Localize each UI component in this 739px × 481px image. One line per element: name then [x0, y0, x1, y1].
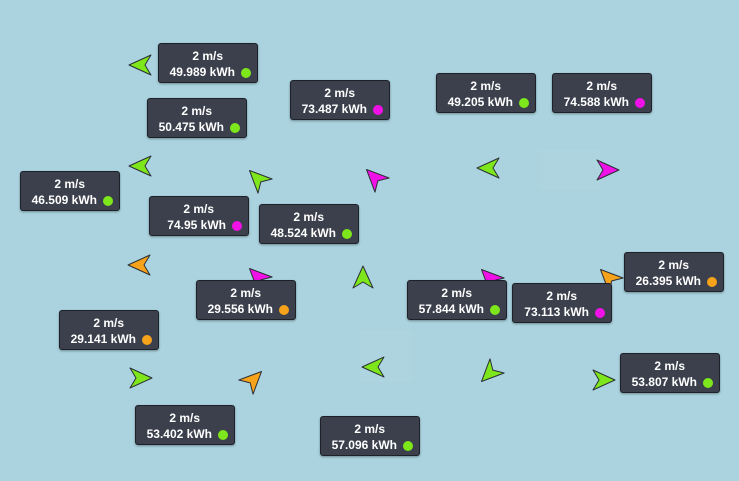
vessel-arrow-icon: [361, 356, 385, 378]
energy-value: 73.487 kWh: [301, 102, 367, 116]
vessel-arrow[interactable]: [126, 50, 156, 80]
speed-value: 2 m/s: [230, 286, 261, 300]
vessel-arrow[interactable]: [125, 363, 155, 393]
speed-value: 2 m/s: [470, 79, 501, 93]
vessel-arrow-icon: [596, 159, 620, 181]
vessel-arrow-icon: [352, 265, 374, 289]
vessel-arrow-icon: [128, 54, 152, 76]
speed-value: 2 m/s: [354, 422, 385, 436]
vessel-info-label[interactable]: 2 m/s 26.395 kWh: [624, 252, 724, 292]
vessel-arrow[interactable]: [359, 352, 389, 382]
status-dot: [232, 221, 242, 231]
status-dot: [241, 68, 251, 78]
vessel-info-label[interactable]: 2 m/s 49.205 kWh: [436, 73, 536, 113]
energy-value: 29.141 kWh: [70, 332, 136, 346]
vessel-arrow-icon: [127, 254, 151, 276]
map-tile: [540, 150, 600, 190]
energy-value: 57.844 kWh: [418, 302, 484, 316]
map-tile: [360, 330, 412, 382]
vessel-info-label[interactable]: 2 m/s 48.524 kWh: [259, 204, 359, 244]
vessel-arrow-icon: [481, 358, 505, 382]
vessel-info-label[interactable]: 2 m/s 57.844 kWh: [407, 280, 507, 320]
vessel-info-label[interactable]: 2 m/s 29.556 kWh: [196, 280, 296, 320]
status-dot: [218, 430, 228, 440]
status-dot: [519, 98, 529, 108]
vessel-info-label[interactable]: 2 m/s 53.807 kWh: [620, 353, 720, 393]
speed-value: 2 m/s: [586, 79, 617, 93]
vessel-arrow-icon: [476, 157, 500, 179]
speed-value: 2 m/s: [181, 104, 212, 118]
status-dot: [342, 229, 352, 239]
speed-value: 2 m/s: [293, 210, 324, 224]
vessel-arrow-icon: [592, 369, 616, 391]
vessel-arrow[interactable]: [243, 164, 273, 194]
vessel-info-label[interactable]: 2 m/s 29.141 kWh: [59, 310, 159, 350]
vessel-arrow-icon: [249, 170, 273, 194]
speed-value: 2 m/s: [546, 289, 577, 303]
status-dot: [403, 441, 413, 451]
vessel-arrow-icon: [238, 371, 262, 395]
vessel-arrow[interactable]: [360, 163, 390, 193]
speed-value: 2 m/s: [169, 411, 200, 425]
energy-value: 29.556 kWh: [207, 302, 273, 316]
vessel-arrow[interactable]: [475, 358, 505, 388]
status-dot: [707, 277, 717, 287]
speed-value: 2 m/s: [654, 359, 685, 373]
energy-value: 49.989 kWh: [169, 65, 235, 79]
vessel-info-label[interactable]: 2 m/s 73.487 kWh: [290, 80, 390, 120]
energy-value: 26.395 kWh: [635, 274, 701, 288]
speed-value: 2 m/s: [54, 177, 85, 191]
vessel-arrow[interactable]: [588, 365, 618, 395]
energy-value: 57.096 kWh: [331, 438, 397, 452]
speed-value: 2 m/s: [183, 202, 214, 216]
status-dot: [595, 308, 605, 318]
energy-value: 48.524 kWh: [270, 226, 336, 240]
vessel-arrow[interactable]: [238, 365, 268, 395]
status-dot: [279, 305, 289, 315]
vessel-info-label[interactable]: 2 m/s 73.113 kWh: [512, 283, 612, 323]
status-dot: [703, 378, 713, 388]
speed-value: 2 m/s: [324, 86, 355, 100]
vessel-arrow[interactable]: [348, 263, 378, 293]
vessel-info-label[interactable]: 2 m/s 49.989 kWh: [158, 43, 258, 83]
status-dot: [230, 123, 240, 133]
status-dot: [373, 105, 383, 115]
energy-value: 74.588 kWh: [563, 95, 629, 109]
speed-value: 2 m/s: [93, 316, 124, 330]
energy-value: 53.402 kWh: [146, 427, 212, 441]
speed-value: 2 m/s: [658, 258, 689, 272]
status-dot: [103, 196, 113, 206]
speed-value: 2 m/s: [192, 49, 223, 63]
vessel-arrow[interactable]: [592, 155, 622, 185]
vessel-info-label[interactable]: 2 m/s 46.509 kWh: [20, 171, 120, 211]
vessel-arrow[interactable]: [474, 153, 504, 183]
speed-value: 2 m/s: [441, 286, 472, 300]
vessel-info-label[interactable]: 2 m/s 74.95 kWh: [149, 196, 249, 236]
vessel-arrow-icon: [366, 169, 390, 193]
status-dot: [635, 98, 645, 108]
vessel-info-label[interactable]: 2 m/s 57.096 kWh: [320, 416, 420, 456]
vessel-arrow[interactable]: [126, 151, 156, 181]
status-dot: [142, 335, 152, 345]
energy-value: 74.95 kWh: [167, 218, 226, 232]
energy-value: 49.205 kWh: [447, 95, 513, 109]
energy-value: 46.509 kWh: [31, 193, 97, 207]
vessel-arrow[interactable]: [125, 250, 155, 280]
vessel-arrow-icon: [129, 367, 153, 389]
vessel-info-label[interactable]: 2 m/s 50.475 kWh: [147, 98, 247, 138]
vessel-arrow-icon: [128, 155, 152, 177]
vessel-info-label[interactable]: 2 m/s 74.588 kWh: [552, 73, 652, 113]
status-dot: [490, 305, 500, 315]
energy-value: 50.475 kWh: [158, 120, 224, 134]
energy-value: 73.113 kWh: [524, 305, 589, 319]
vessel-info-label[interactable]: 2 m/s 53.402 kWh: [135, 405, 235, 445]
energy-value: 53.807 kWh: [631, 375, 697, 389]
